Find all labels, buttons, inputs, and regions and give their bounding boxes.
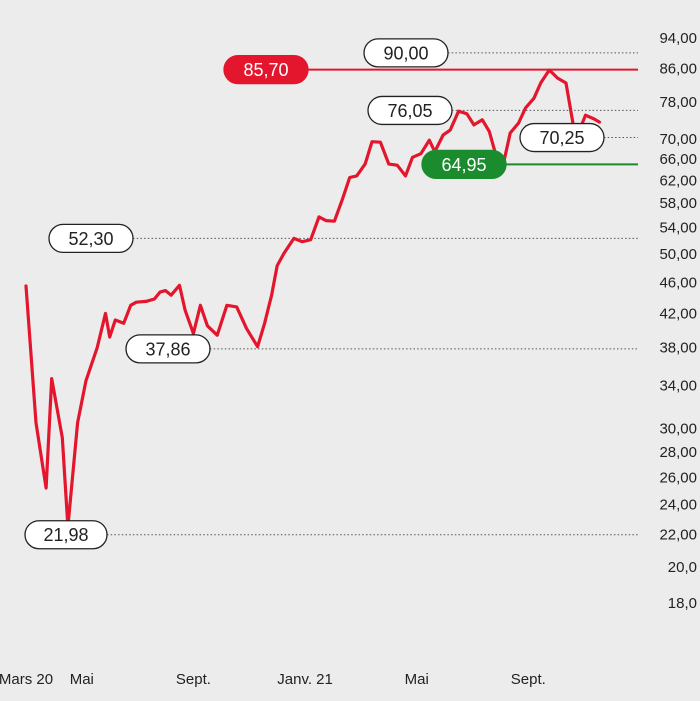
y-tick-label: 26,00 [659, 469, 697, 486]
y-tick-label: 50,00 [659, 246, 697, 263]
y-tick-label: 22,00 [659, 526, 697, 543]
y-tick-label: 24,00 [659, 497, 697, 514]
value-label-box [125, 334, 211, 364]
price-line [24, 68, 602, 529]
x-tick-label: Sept. [511, 671, 546, 688]
x-tick-label: Sept. [176, 671, 211, 688]
value-label-box [24, 520, 108, 550]
value-label-box [519, 122, 605, 153]
y-tick-label: 70,00 [659, 131, 697, 148]
y-tick-label: 94,00 [659, 30, 697, 47]
y-tick-label: 46,00 [659, 274, 697, 291]
value-label: 85,70 [243, 60, 288, 80]
x-tick-label: Janv. 21 [277, 671, 333, 688]
value-label: 37,86 [145, 339, 190, 359]
y-tick-label: 54,00 [659, 219, 697, 236]
value-label-box [421, 149, 507, 180]
y-tick-label: 30,00 [659, 420, 697, 437]
y-tick-label: 66,00 [659, 151, 697, 168]
value-label: 52,30 [68, 229, 113, 249]
y-tick-label: 86,00 [659, 60, 697, 77]
value-label-box [363, 38, 449, 68]
y-tick-label: 78,00 [659, 94, 697, 111]
value-label-box [223, 54, 309, 85]
x-tick-label: Mars 20 [0, 671, 53, 688]
value-label-box [367, 95, 453, 126]
y-tick-label: 38,00 [659, 340, 697, 357]
value-label: 76,05 [387, 101, 432, 121]
value-label-box [48, 223, 134, 254]
y-tick-label: 20,0 [668, 559, 697, 576]
value-label: 64,95 [441, 155, 486, 175]
y-tick-label: 62,00 [659, 172, 697, 189]
value-label: 90,00 [383, 43, 428, 63]
value-label: 70,25 [539, 128, 584, 148]
x-tick-label: Mai [70, 671, 94, 688]
y-tick-label: 58,00 [659, 195, 697, 212]
value-label: 21,98 [43, 525, 88, 545]
y-tick-label: 34,00 [659, 378, 697, 395]
y-tick-label: 28,00 [659, 444, 697, 461]
y-tick-label: 18,0 [668, 595, 697, 612]
y-tick-label: 42,00 [659, 305, 697, 322]
x-tick-label: Mai [405, 671, 429, 688]
